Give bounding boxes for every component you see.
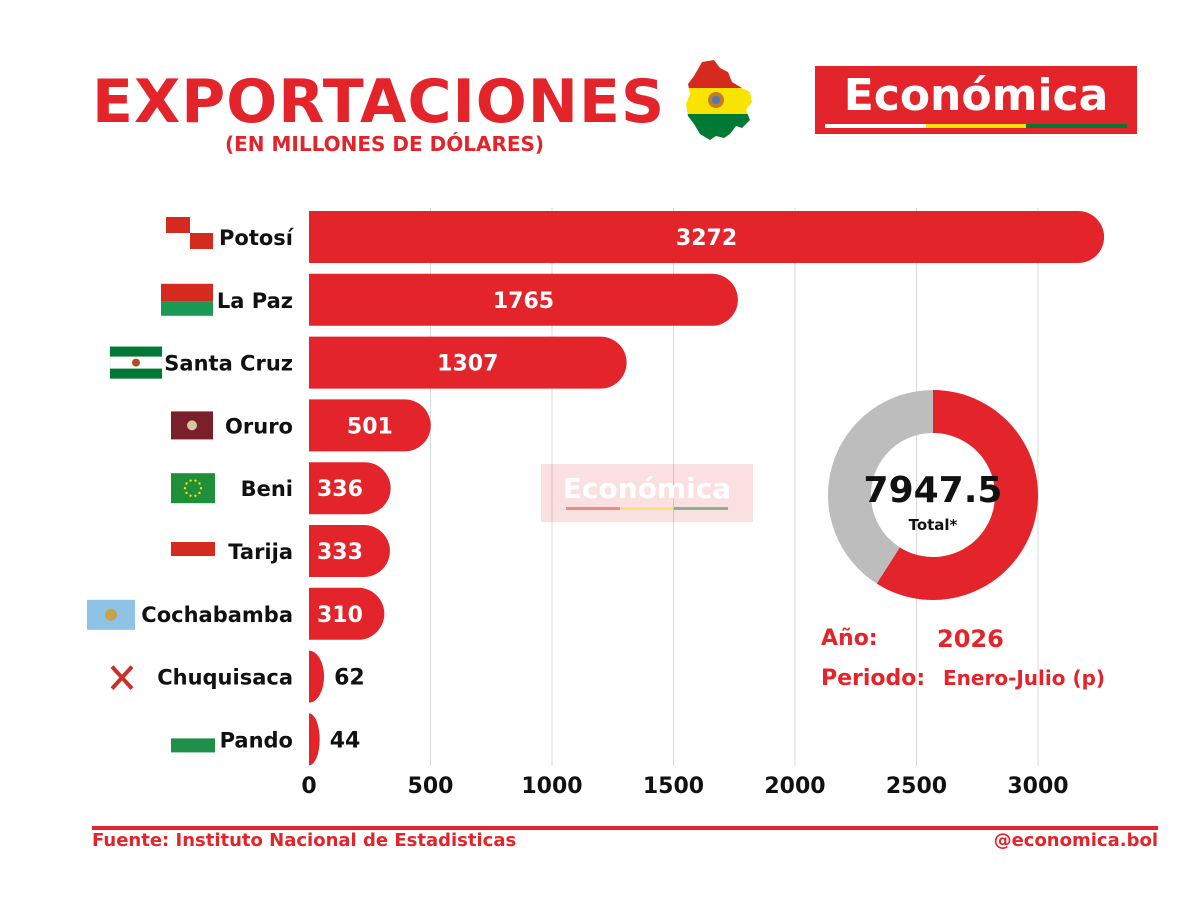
- donut-slice-highlight: [876, 390, 1038, 600]
- flag-icon: [171, 411, 213, 440]
- logo-stripes: [825, 124, 1128, 128]
- category-label: La Paz: [217, 289, 293, 313]
- economica-logo: Económica: [815, 66, 1137, 134]
- data-label: 3272: [676, 226, 737, 251]
- data-label: 62: [334, 666, 365, 691]
- page-subtitle: (EN MILLONES DE DÓLARES): [225, 132, 545, 156]
- flag-icon: [110, 665, 134, 690]
- donut-slice-rest: [827, 390, 933, 584]
- category-label: Chuquisaca: [157, 666, 293, 690]
- period-label: Periodo:: [821, 666, 926, 691]
- watermark-text: Económica: [562, 472, 732, 505]
- flag-icon: [171, 473, 215, 504]
- category-label: Oruro: [225, 414, 293, 438]
- flag-icon: [87, 599, 135, 630]
- footer-divider: [92, 826, 1158, 830]
- x-tick-label: 500: [408, 774, 454, 799]
- bar: [309, 273, 738, 326]
- flag-icon: [109, 346, 163, 379]
- bar: [309, 399, 431, 452]
- category-label: Beni: [241, 477, 293, 501]
- x-tick-label: 0: [301, 774, 316, 799]
- bar: [309, 462, 391, 515]
- category-label: Cochabamba: [141, 603, 293, 627]
- data-label: 336: [317, 477, 363, 502]
- data-label: 1765: [493, 289, 554, 314]
- total-donut-chart: [827, 390, 1038, 600]
- flag-icon: [166, 217, 213, 249]
- bar: [309, 211, 1105, 263]
- flag-icon: [171, 542, 215, 556]
- period-value: Enero-Julio (p): [943, 666, 1106, 690]
- data-label: 310: [317, 603, 363, 628]
- x-tick-label: 1000: [521, 774, 582, 799]
- data-label: 501: [347, 414, 393, 439]
- x-tick-label: 3000: [1007, 774, 1068, 799]
- year-label: Año:: [821, 626, 878, 651]
- bar: [309, 525, 390, 577]
- bolivia-map-icon: [686, 60, 752, 140]
- x-tick-label: 2500: [886, 774, 947, 799]
- data-label: 1307: [437, 352, 498, 377]
- bar: [309, 713, 320, 766]
- logo-text: Económica: [843, 70, 1109, 121]
- data-label: 44: [330, 728, 361, 753]
- donut-total-value: 7947.5: [863, 470, 1003, 511]
- data-label: 333: [317, 540, 363, 565]
- donut-total-label: Total*: [908, 516, 958, 534]
- footer-source: Fuente: Instituto Nacional de Estadistic…: [92, 830, 517, 851]
- bar: [309, 587, 385, 640]
- flag-icon: [171, 738, 215, 753]
- category-label: Santa Cruz: [164, 352, 293, 376]
- category-label: Pando: [220, 728, 293, 752]
- bar: [309, 336, 627, 389]
- x-tick-label: 2000: [764, 774, 825, 799]
- watermark: Económica: [541, 464, 753, 522]
- footer-handle: @economica.bol: [993, 830, 1158, 851]
- year-value: 2026: [937, 625, 1004, 653]
- x-tick-label: 1500: [643, 774, 704, 799]
- category-label: Tarija: [228, 540, 293, 564]
- bar: [309, 650, 325, 703]
- watermark-stripes: [566, 507, 728, 510]
- flag-icon: [161, 283, 213, 316]
- category-label: Potosí: [219, 226, 295, 250]
- page-title: EXPORTACIONES: [92, 67, 666, 137]
